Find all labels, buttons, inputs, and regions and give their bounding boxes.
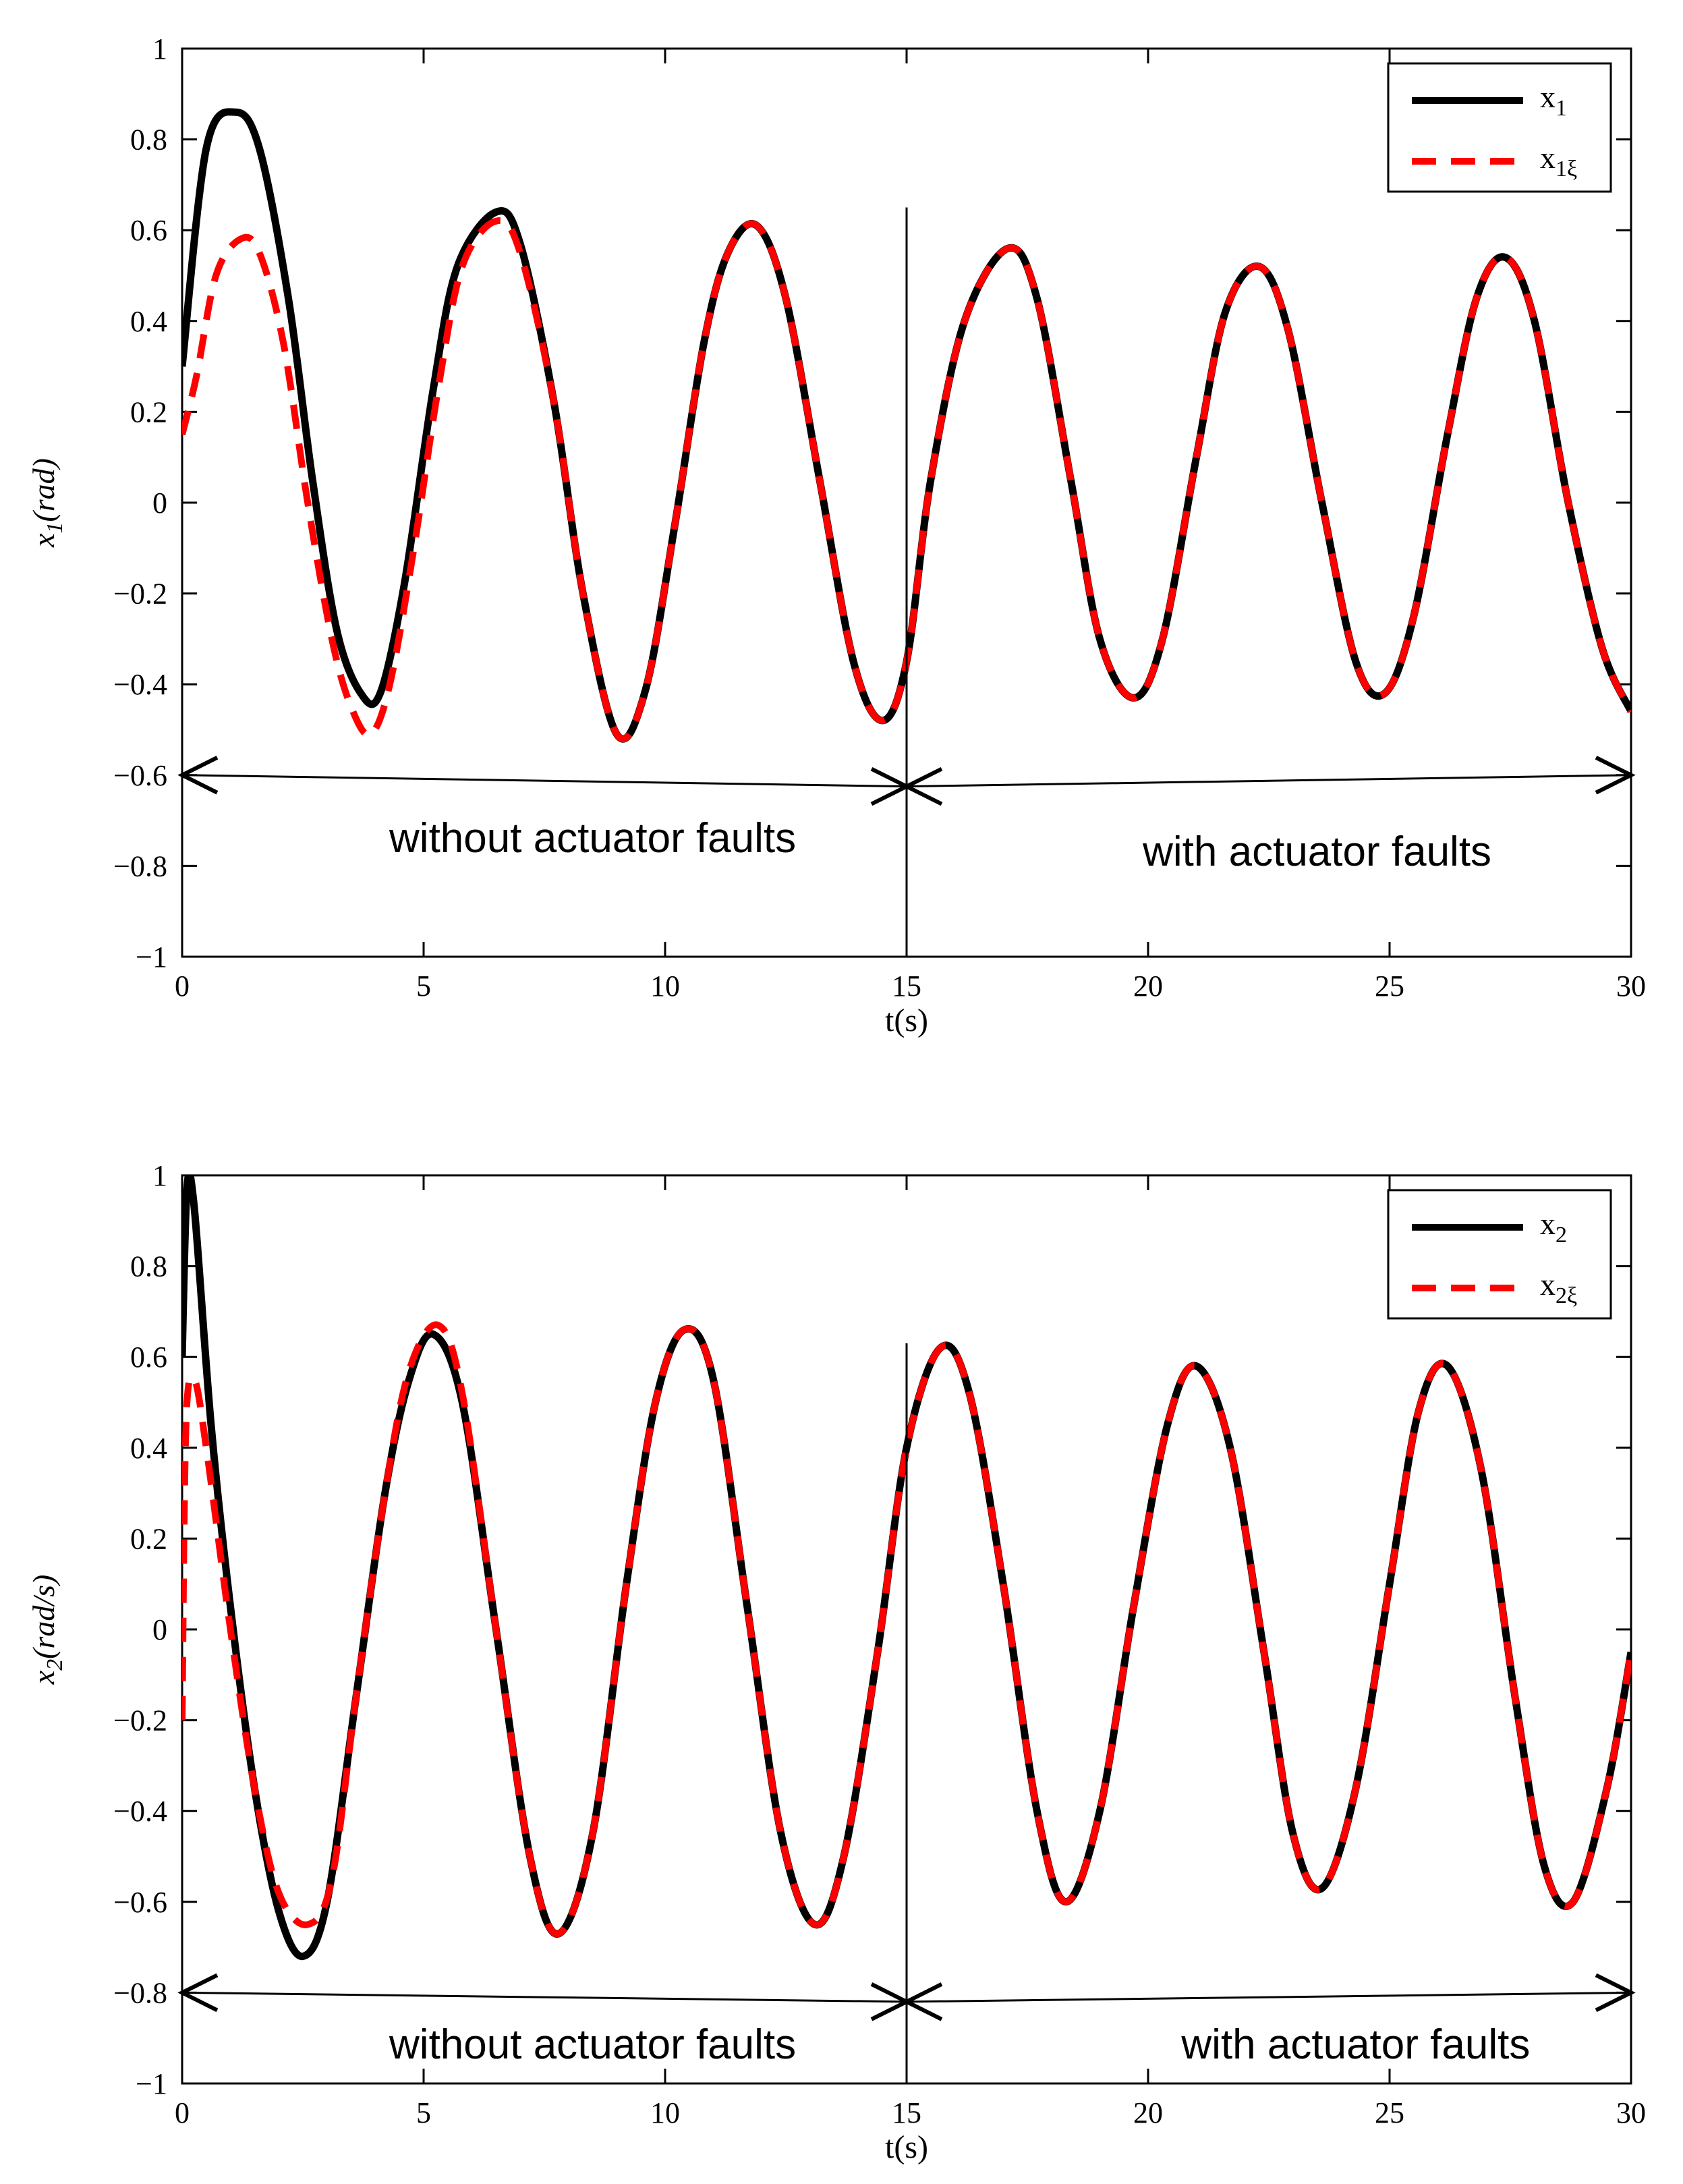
x-tick-label: 20 [1133,2096,1163,2129]
legend-label-main: x [1540,80,1556,114]
y-tick-label: −0.4 [113,1795,167,1828]
y-tick-label: 1 [152,32,167,65]
x-tick-label: 25 [1375,2096,1404,2129]
legend-label: x1ξ [1540,140,1577,181]
y-tick-label: −1 [136,941,167,974]
x-tick-label: 0 [175,2096,190,2129]
interval-arrow-head-right [1595,756,1636,795]
y-axis-label-unit: (rad) [26,458,61,522]
y-tick-label: 0.6 [130,214,167,247]
x-tick-label: 0 [175,970,190,1003]
y-tick-label: −1 [136,2067,167,2100]
interval-annotation: with actuator faults [1180,2021,1530,2068]
interval-arrow-head-left [902,766,943,806]
y-axis-label-main: x [26,1670,61,1685]
legend-label: x2ξ [1540,1267,1577,1308]
legend-label-sub: 2 [1556,1223,1567,1248]
y-tick-label: 0.2 [130,1522,167,1555]
y-tick-label: 0 [152,1613,167,1646]
legend-box [1387,62,1612,193]
legend-label: x2 [1540,1206,1567,1248]
y-axis-label-main: x [26,533,61,548]
legend-label-sub: 2ξ [1556,1283,1577,1308]
x-tick-label: 30 [1616,2096,1646,2129]
y-tick-label: −0.6 [113,759,167,792]
legend-label-main: x [1540,1206,1556,1241]
y-tick-label: 0 [152,486,167,520]
x-tick-label: 10 [650,970,680,1003]
interval-arrow-line [181,1991,907,2003]
x-axis-label: t(s) [885,2129,928,2165]
interval-annotation: without actuator faults [389,2021,796,2068]
x-tick-label: 5 [416,2096,431,2129]
x-tick-label: 30 [1616,970,1646,1003]
series-line-state [182,108,1631,743]
y-tick-label: 0.2 [130,395,167,428]
y-axis-label: x2(rad/s) [26,1575,67,1685]
y-axis-label-group: x2(rad/s) [26,1575,67,1685]
legend-box [1387,1189,1612,1320]
y-tick-label: −0.4 [113,668,167,701]
y-tick-label: −0.6 [113,1886,167,1919]
x-tick-label: 15 [892,970,921,1003]
interval-arrow-line [906,774,1632,788]
legend-label-main: x [1540,1267,1556,1301]
y-axis-label-sub: 2 [42,1659,67,1671]
y-axis-label-unit: (rad/s) [26,1575,61,1659]
interval-annotation: with actuator faults [1142,829,1491,875]
chart-x2: 0 5 10 15 20 25 30 −1 −0.8 −0.6 −0.4 −0.2 0 0.2 0.4 0.6… [26,1159,1646,2165]
interval-arrow-line [181,774,907,788]
y-tick-label: 1 [152,1159,167,1192]
y-axis-label: x1(rad) [26,458,67,548]
y-axis-label-sub: 1 [42,522,67,534]
x-tick-label: 5 [416,970,431,1003]
interval-arrow-line [906,1991,1632,2003]
x-axis-label: t(s) [885,1003,928,1038]
x-tick-label: 20 [1133,970,1163,1003]
interval-arrow-head-right [1595,1973,1636,2013]
legend-label-sub: 1ξ [1556,157,1577,181]
x-tick-label: 15 [892,2096,921,2129]
y-tick-label: 0.8 [130,123,167,157]
chart-x1: 0 5 10 15 20 25 30 −1 −0.8 −0.6 −0.4 −0.2 0 0.2 0.4 0.6… [26,32,1646,1038]
y-tick-label: 0.4 [130,1432,167,1465]
y-tick-label: 0.6 [130,1341,167,1374]
y-tick-label: 0.4 [130,305,167,338]
y-axis-label-group: x1(rad) [26,458,67,548]
y-tick-label: 0.8 [130,1250,167,1283]
interval-arrow-head-left [902,1982,943,2021]
legend-label: x1 [1540,80,1567,121]
y-tick-label: −0.2 [113,1704,167,1737]
y-tick-label: −0.8 [113,849,167,883]
interval-arrow-head-left [177,1973,219,2013]
interval-arrow-head-left [177,756,219,795]
legend-label-main: x [1540,140,1556,175]
y-tick-label: −0.2 [113,578,167,611]
x-tick-label: 10 [650,2096,680,2129]
x-tick-label: 25 [1375,970,1404,1003]
legend-label-sub: 1 [1556,96,1567,121]
interval-annotation: without actuator faults [389,815,796,862]
y-tick-label: −0.8 [113,1976,167,2009]
